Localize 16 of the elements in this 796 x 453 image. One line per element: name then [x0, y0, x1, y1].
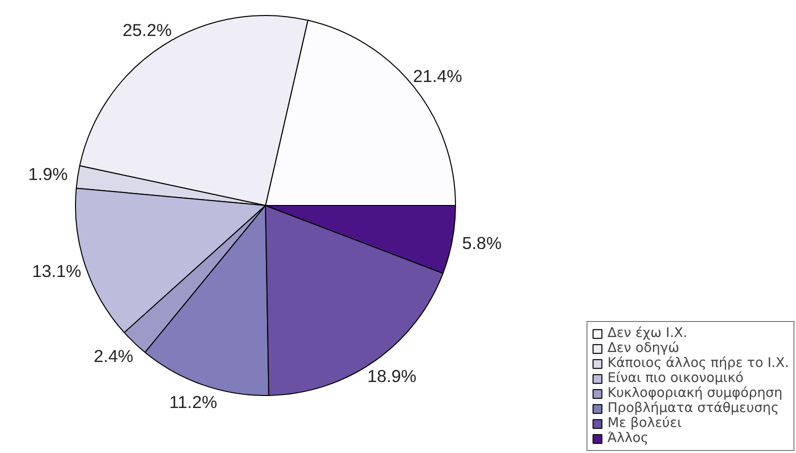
- legend-label: Προβλήματα στάθμευσης: [607, 401, 779, 416]
- data-label: 11.2%: [169, 392, 218, 412]
- legend-label: Κάποιος άλλος πήρε το Ι.Χ.: [607, 356, 789, 371]
- legend-label: Είναι πιο οικονομικό: [607, 371, 744, 386]
- data-label: 5.8%: [462, 233, 502, 254]
- legend-label: Με βολεύει: [607, 416, 682, 431]
- legend-label: Δεν οδηγώ: [607, 341, 680, 356]
- legend-label: Άλλος: [607, 431, 648, 446]
- data-label: 2.4%: [94, 346, 134, 366]
- data-label: 21.4%: [412, 66, 462, 86]
- legend-label: Κυκλοφοριακή συμφόρηση: [607, 386, 782, 401]
- data-label: 1.9%: [28, 164, 68, 184]
- data-label: 18.9%: [367, 366, 416, 386]
- data-label: 25.2%: [122, 20, 172, 40]
- data-label: 13.1%: [32, 261, 82, 282]
- legend-label: Δεν έχω Ι.Χ.: [607, 326, 688, 341]
